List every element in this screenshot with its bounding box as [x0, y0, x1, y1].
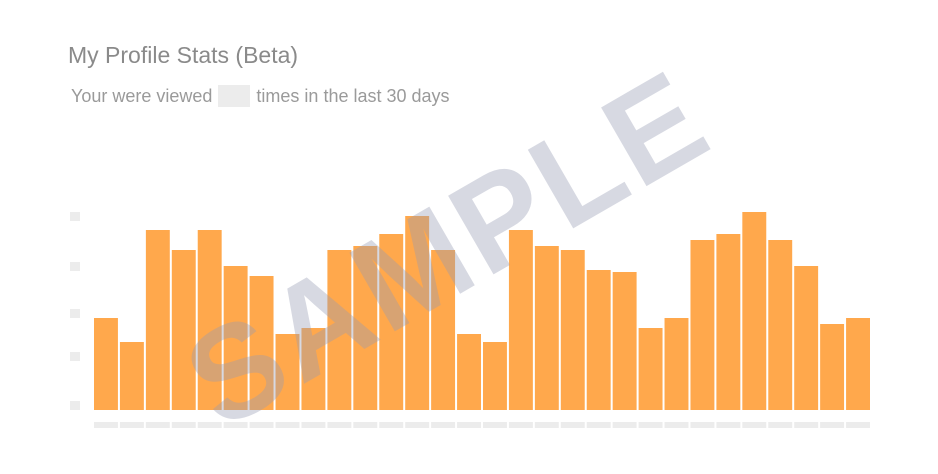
bar-day-8 — [275, 334, 300, 410]
x-tick-placeholder — [119, 422, 144, 428]
x-tick-placeholder — [534, 422, 559, 428]
bar-day-13 — [405, 216, 430, 410]
x-tick-placeholder — [275, 422, 300, 428]
x-tick-placeholder — [249, 422, 274, 428]
bar-day-29 — [820, 324, 845, 410]
bar-day-15 — [457, 334, 481, 410]
bar-day-19 — [560, 250, 585, 410]
y-tick-placeholder — [70, 309, 80, 318]
x-tick-placeholder — [301, 422, 326, 428]
bar-day-11 — [353, 246, 378, 410]
x-tick-placeholder — [716, 422, 741, 428]
subtitle-prefix: Your were viewed — [71, 85, 213, 106]
bar-day-12 — [379, 234, 404, 410]
bar-day-25 — [716, 234, 741, 410]
page-title: My Profile Stats (Beta) — [68, 42, 299, 68]
x-tick-placeholder — [846, 422, 870, 428]
bar-day-24 — [690, 240, 715, 410]
bar-day-16 — [483, 342, 507, 410]
bar-day-9 — [301, 328, 326, 410]
bar-day-2 — [119, 342, 144, 410]
x-axis-placeholders — [94, 422, 870, 428]
x-tick-placeholder — [405, 422, 430, 428]
y-tick-placeholder — [70, 212, 80, 221]
bar-day-1 — [94, 318, 118, 410]
bar-day-28 — [794, 266, 819, 410]
x-tick-placeholder — [353, 422, 378, 428]
bar-day-23 — [664, 318, 689, 410]
bar-day-22 — [638, 328, 663, 410]
x-tick-placeholder — [612, 422, 637, 428]
bar-day-20 — [586, 270, 611, 410]
bar-day-4 — [171, 250, 196, 410]
x-tick-placeholder — [197, 422, 222, 428]
y-tick-placeholder — [70, 262, 80, 271]
x-tick-placeholder — [742, 422, 767, 428]
x-tick-placeholder — [586, 422, 611, 428]
x-tick-placeholder — [327, 422, 352, 428]
x-tick-placeholder — [431, 422, 456, 428]
bar-day-10 — [327, 250, 352, 410]
y-tick-placeholder — [70, 401, 80, 410]
x-tick-placeholder — [664, 422, 689, 428]
bar-day-30 — [846, 318, 870, 410]
bars — [94, 212, 870, 410]
bar-day-6 — [223, 266, 248, 410]
view-count-placeholder — [218, 85, 251, 107]
subtitle-suffix: times in the last 30 days — [256, 85, 450, 106]
x-tick-placeholder — [223, 422, 248, 428]
bar-day-17 — [508, 230, 533, 410]
bar-day-5 — [197, 230, 222, 410]
bar-day-7 — [249, 276, 274, 410]
bar-day-26 — [742, 212, 767, 410]
x-tick-placeholder — [638, 422, 663, 428]
y-axis-placeholders — [70, 212, 80, 410]
x-tick-placeholder — [690, 422, 715, 428]
x-tick-placeholder — [560, 422, 585, 428]
x-tick-placeholder — [483, 422, 507, 428]
bar-day-18 — [534, 246, 559, 410]
bar-day-21 — [612, 272, 637, 410]
x-tick-placeholder — [820, 422, 845, 428]
x-tick-placeholder — [508, 422, 533, 428]
x-tick-placeholder — [794, 422, 819, 428]
view-count-summary: Your were viewed times in the last 30 da… — [71, 85, 450, 107]
x-tick-placeholder — [171, 422, 196, 428]
x-tick-placeholder — [457, 422, 481, 428]
x-tick-placeholder — [379, 422, 404, 428]
bar-day-3 — [145, 230, 170, 410]
x-tick-placeholder — [145, 422, 170, 428]
bar-day-14 — [431, 250, 456, 410]
x-tick-placeholder — [768, 422, 793, 428]
y-tick-placeholder — [70, 352, 80, 361]
bar-day-27 — [768, 240, 793, 410]
x-tick-placeholder — [94, 422, 118, 428]
